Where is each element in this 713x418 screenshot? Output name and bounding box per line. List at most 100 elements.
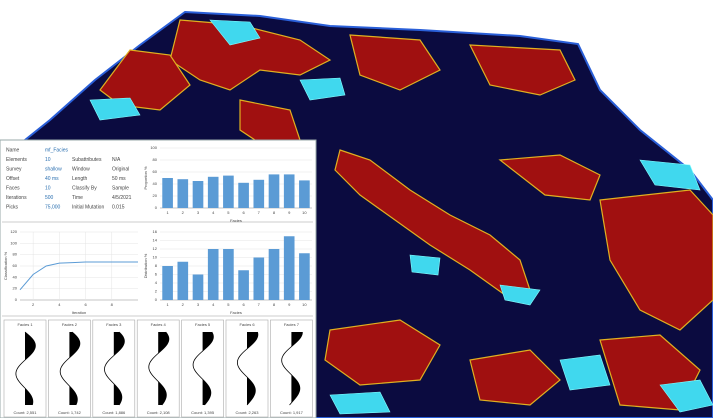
bar [162,266,173,300]
info-value: 4/5/2021 [112,195,132,201]
y-tick-label: 14 [153,238,158,243]
waveform-title: Facies 3 [106,322,122,327]
wiggle [104,331,125,406]
waveform-title: Facies 5 [195,322,211,327]
x-axis-label: Facies [230,218,242,223]
waveform-title: Facies 1 [17,322,33,327]
x-tick-label: 8 [111,302,114,307]
waveform-footer: Count: 1,395 [191,410,215,415]
info-value: 10 [45,185,51,191]
y-axis-label: Distribution % [143,253,148,278]
y-tick-label: 100 [10,240,17,245]
y-tick-label: 0 [155,205,158,210]
y-tick-label: 0 [155,297,158,302]
y-tick-label: 60 [13,263,18,268]
x-tick-label: 8 [273,210,276,215]
x-tick-label: 3 [197,302,200,307]
wiggle [281,331,303,406]
x-tick-label: 4 [58,302,61,307]
waveform-title: Facies 2 [62,322,78,327]
wiggle-fill [158,332,169,405]
info-value: 0.015 [112,204,125,210]
y-tick-label: 120 [10,229,17,234]
info-label: Name [6,147,20,153]
bar [192,274,204,300]
y-tick-label: 8 [155,263,158,268]
x-tick-label: 9 [288,302,291,307]
bar [207,176,219,208]
info-value: 40 ms [45,176,59,182]
y-tick-label: 40 [153,181,158,186]
y-axis-label: Proportion % [143,166,148,190]
bar [223,175,234,208]
wiggle-fill [247,332,258,405]
x-tick-label: 4 [212,302,215,307]
wiggle [237,331,259,406]
info-value: Original [112,166,129,172]
wiggle [59,331,81,406]
bar [162,178,173,208]
bar [207,249,219,300]
waveform-footer: Count: 2,263 [236,410,260,415]
waveform-footer: Count: 2,551 [14,410,38,415]
bar [283,236,295,300]
wiggle-fill [69,332,80,405]
info-label: Initial Mutation [72,204,104,210]
bar [253,179,265,208]
x-tick-label: 9 [288,210,291,215]
y-tick-label: 80 [13,252,18,257]
line [19,261,138,291]
y-tick-label: 16 [153,229,158,234]
info-value: shallow [45,166,62,172]
wiggle [15,331,36,406]
x-tick-label: 7 [258,210,261,215]
waveform-title: Facies 6 [239,322,255,327]
info-label: Classify By [72,185,97,191]
x-tick-label: 5 [227,302,230,307]
bar [238,270,249,300]
x-tick-label: 1 [166,210,169,215]
bar [238,182,249,208]
y-tick-label: 0 [15,297,18,302]
x-tick-label: 6 [84,302,87,307]
y-tick-label: 2 [155,289,158,294]
bar [253,257,265,300]
waveform-footer: Count: 1,917 [280,410,304,415]
wiggle [192,331,214,406]
bar [299,253,310,300]
x-tick-label: 6 [242,210,245,215]
wiggle [148,331,170,406]
waveform-title: Facies 7 [284,322,300,327]
x-tick-label: 5 [227,210,230,215]
x-tick-label: 7 [258,302,261,307]
wiggle-fill [202,332,214,405]
y-tick-label: 6 [155,272,158,277]
x-tick-label: 10 [302,302,307,307]
waveform-title: Facies 4 [151,322,167,327]
bar [223,249,234,300]
info-label: Elements [6,157,27,163]
y-tick-label: 40 [13,274,18,279]
x-tick-label: 2 [32,302,35,307]
x-tick-label: 8 [273,302,276,307]
bar [177,261,189,300]
x-tick-label: 10 [302,210,307,215]
info-label: Iterations [6,195,27,201]
info-value: 500 [45,195,54,201]
info-value: 50 ms [112,176,126,182]
info-value: N/A [112,157,121,163]
x-tick-label: 3 [197,210,200,215]
x-tick-label: 2 [182,210,185,215]
x-tick-label: 1 [166,302,169,307]
x-tick-label: 2 [182,302,185,307]
y-tick-label: 100 [150,145,157,150]
info-label: Length [72,176,88,182]
info-label: Survey [6,166,22,172]
info-label: Picks [6,204,18,210]
info-label: Window [72,166,90,172]
bar [268,174,280,208]
x-axis-label: Facies [230,310,242,315]
